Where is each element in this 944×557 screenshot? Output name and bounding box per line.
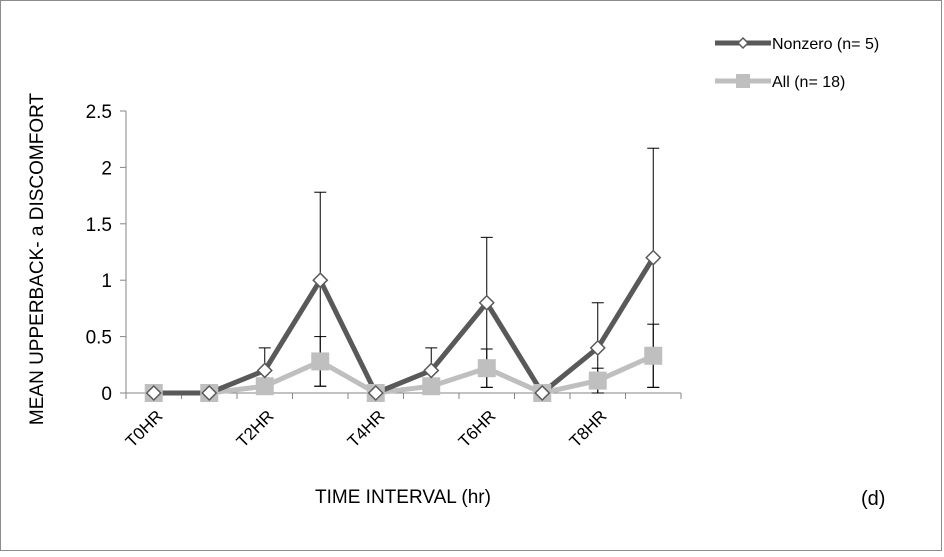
y-tick-label: 1.5 — [86, 215, 112, 236]
data-point-nonzero — [367, 384, 384, 402]
x-tick-label: T4HR — [344, 406, 389, 451]
data-point-nonzero — [589, 339, 606, 356]
data-point-all — [422, 377, 441, 396]
data-point-nonzero — [312, 272, 329, 289]
data-point-nonzero — [256, 362, 273, 379]
series-line-nonzero — [153, 256, 656, 397]
series-line-all — [153, 353, 655, 396]
data-point-all — [588, 371, 607, 390]
x-tick-label: T6HR — [455, 406, 500, 451]
legend: Nonzero (n= 5) All (n= 18) — [715, 36, 879, 91]
x-tick-label: T8HR — [566, 406, 611, 451]
series-markers — [144, 249, 663, 402]
y-ticks: 0 0.5 1 1.5 2 2.5 — [86, 102, 126, 405]
panel-label: (d) — [861, 488, 885, 510]
data-point-nonzero — [145, 384, 162, 402]
data-point-all — [477, 359, 496, 378]
legend-square-icon — [736, 74, 750, 88]
y-tick-label: 2 — [101, 158, 112, 179]
data-point-nonzero — [534, 384, 551, 402]
data-point-all — [311, 352, 330, 371]
legend-diamond-icon — [736, 36, 750, 50]
data-point-nonzero — [645, 249, 662, 266]
y-tick-label: 1 — [101, 271, 112, 292]
y-tick-label: 0 — [101, 384, 112, 405]
data-point-nonzero — [478, 294, 495, 311]
y-tick-label: 2.5 — [86, 102, 112, 123]
x-axis-title: TIME INTERVAL (hr) — [315, 487, 491, 508]
data-point-nonzero — [423, 362, 440, 379]
legend-item-all: All (n= 18) — [715, 74, 845, 91]
legend-item-nonzero: Nonzero (n= 5) — [715, 36, 879, 53]
legend-label-nonzero: Nonzero (n= 5) — [772, 36, 879, 53]
y-tick-label: 0.5 — [86, 328, 112, 349]
data-point-all — [644, 346, 663, 365]
data-point-all — [255, 377, 274, 396]
legend-label-all: All (n= 18) — [772, 74, 845, 91]
y-axis-title: MEAN UPPERBACK- a DISCOMFORT — [27, 93, 48, 426]
x-tick-label: T0HR — [122, 406, 167, 451]
x-tick-label: T2HR — [233, 406, 278, 451]
series-lines — [153, 256, 656, 397]
data-point-nonzero — [201, 384, 218, 402]
